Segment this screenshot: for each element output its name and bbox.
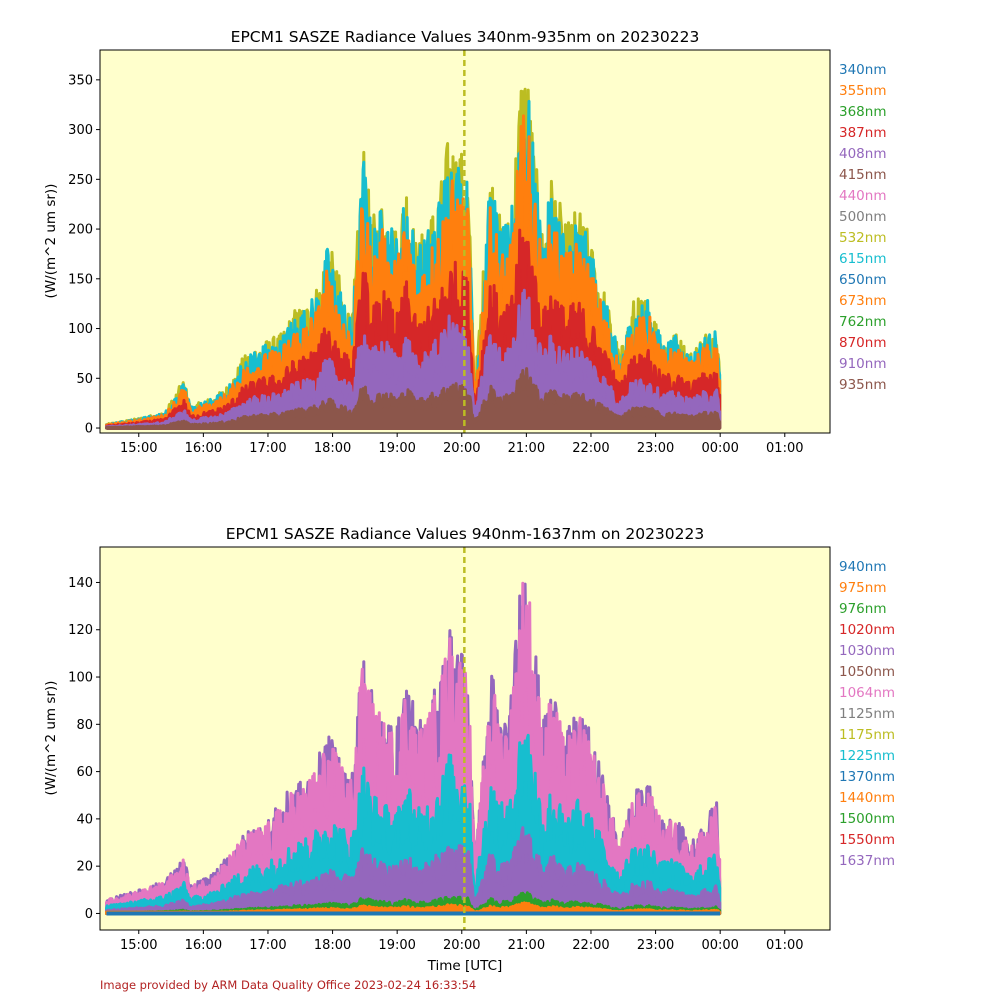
y-axis-label-bottom: (W/(m^2 um sr)) [43,681,59,796]
y-tick-label: 100 [68,671,93,686]
y-axis-bottom: 0 20 40 60 80 100 120 140 [68,576,100,922]
legend-entry: 1637nm [839,853,895,869]
chart-bottom: 15:00 16:00 17:00 18:00 19:00 20:00 21:00 22:00… [43,525,895,974]
x-tick-label: 20:00 [443,441,480,456]
data-marks-top [105,87,722,431]
legend-entry: 1500nm [839,811,895,827]
x-tick-label: 20:00 [443,938,480,953]
legend-entry: 615nm [839,251,886,267]
y-tick-label: 200 [68,223,93,238]
y-tick-label: 60 [76,765,93,780]
legend-entry: 910nm [839,356,886,372]
legend-entry: 532nm [839,230,886,246]
legend-entry: 935nm [839,377,886,393]
legend-entry: 387nm [839,125,886,141]
x-tick-label: 21:00 [508,938,545,953]
x-tick-label: 23:00 [637,938,674,953]
legend-entry: 1050nm [839,664,895,680]
legend-bottom: 940nm 975nm 976nm 1020nm 1030nm 1050nm 1064nm 1… [839,559,895,869]
legend-entry: 355nm [839,83,886,99]
chart-top: 15:00 16:00 17:00 18:00 19:00 20:00 21:00 22:00… [43,28,886,456]
y-tick-label: 0 [85,907,93,922]
legend-entry: 340nm [839,62,886,78]
x-tick-label: 22:00 [572,938,609,953]
y-tick-label: 250 [68,173,93,188]
legend-entry: 408nm [839,146,886,162]
y-tick-label: 120 [68,623,93,638]
legend-entry: 1440nm [839,790,895,806]
x-tick-label: 17:00 [249,441,286,456]
y-tick-label: 350 [68,73,93,88]
x-tick-label: 00:00 [701,938,738,953]
plot-frame-bottom [99,546,831,931]
x-tick-label: 15:00 [120,441,157,456]
y-tick-label: 0 [85,422,93,437]
y-tick-label: 300 [68,123,93,138]
x-tick-label: 19:00 [378,938,415,953]
y-tick-label: 150 [68,272,93,287]
legend-entry: 1125nm [839,706,895,722]
legend-entry: 368nm [839,104,886,120]
legend-entry: 673nm [839,293,886,309]
legend-entry: 440nm [839,188,886,204]
y-tick-label: 20 [76,860,93,875]
x-tick-label: 15:00 [120,938,157,953]
x-tick-label: 23:00 [637,441,674,456]
legend-entry: 1030nm [839,643,895,659]
y-axis-top: 0 50 100 150 200 250 300 350 [68,73,100,437]
legend-entry: 1020nm [839,622,895,638]
x-tick-label: 17:00 [249,938,286,953]
legend-entry: 1175nm [839,727,895,743]
y-tick-label: 80 [76,718,93,733]
y-axis-label-top: (W/(m^2 um sr)) [43,184,59,299]
x-tick-label: 00:00 [701,441,738,456]
legend-entry: 415nm [839,167,886,183]
x-tick-label: 19:00 [378,441,415,456]
x-tick-label: 01:00 [766,938,803,953]
y-tick-label: 40 [76,812,93,827]
legend-entry: 940nm [839,559,886,575]
y-tick-label: 140 [68,576,93,591]
plot-frame-top [99,49,831,434]
x-tick-label: 01:00 [766,441,803,456]
legend-entry: 1064nm [839,685,895,701]
legend-entry: 870nm [839,335,886,351]
chart-title-bottom: EPCM1 SASZE Radiance Values 940nm-1637nm… [226,525,705,543]
footer-credit: Image provided by ARM Data Quality Offic… [100,978,477,992]
legend-entry: 762nm [839,314,886,330]
x-tick-label: 18:00 [314,938,351,953]
legend-entry: 976nm [839,601,886,617]
y-tick-label: 100 [68,322,93,337]
chart-title-top: EPCM1 SASZE Radiance Values 340nm-935nm … [231,28,700,46]
legend-entry: 975nm [839,580,886,596]
x-axis-label-bottom: Time [UTC] [427,958,503,974]
legend-entry: 1370nm [839,769,895,785]
legend-entry: 500nm [839,209,886,225]
legend-entry: 1550nm [839,832,895,848]
x-tick-label: 18:00 [314,441,351,456]
data-marks-bottom [105,581,722,916]
x-tick-label: 16:00 [185,441,222,456]
legend-entry: 650nm [839,272,886,288]
x-axis-bottom: 15:00 16:00 17:00 18:00 19:00 20:00 21:00 22:00… [120,930,804,953]
x-tick-label: 16:00 [185,938,222,953]
legend-top: 340nm 355nm 368nm 387nm 408nm 415nm 440nm 500nm… [839,62,886,393]
y-tick-label: 50 [76,372,93,387]
x-tick-label: 21:00 [508,441,545,456]
x-tick-label: 22:00 [572,441,609,456]
x-axis-top: 15:00 16:00 17:00 18:00 19:00 20:00 21:00 22:00… [120,433,804,456]
legend-entry: 1225nm [839,748,895,764]
